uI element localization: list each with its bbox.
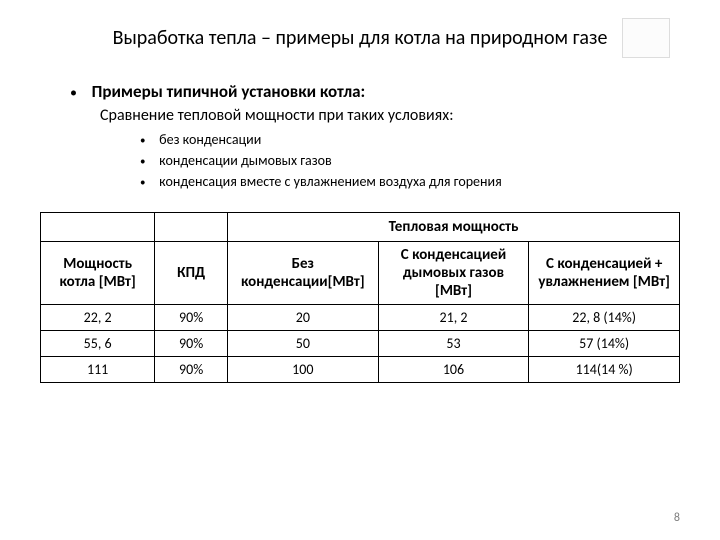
table-header-row: Мощность котла [МВт] КПД Без конденсации…: [41, 242, 680, 305]
sub-bullet-text: конденсации дымовых газов: [159, 152, 332, 169]
slide-title: Выработка тепла – примеры для котла на п…: [40, 25, 680, 51]
cell-c1: 20: [228, 305, 379, 331]
cell-kpd: 90%: [155, 305, 228, 331]
cell-c3: 114(14 %): [529, 357, 680, 383]
cell-power: 111: [41, 357, 155, 383]
sub-bullet-text: конденсация вместе с увлажнением воздуха…: [159, 173, 502, 190]
cell-c3: 57 (14%): [529, 331, 680, 357]
sub-bullet-text: без конденсации: [159, 131, 261, 148]
cell-c2: 21, 2: [378, 305, 529, 331]
bullet-dot: •: [140, 133, 156, 150]
cell-c1: 50: [228, 331, 379, 357]
col-header-power: Мощность котла [МВт]: [41, 242, 155, 305]
cell-kpd: 90%: [155, 331, 228, 357]
cell-c2: 106: [378, 357, 529, 383]
table-row: 111 90% 100 106 114(14 %): [41, 357, 680, 383]
table-group-header-row: Тепловая мощность: [41, 213, 680, 242]
subtitle-text: Сравнение тепловой мощности при таких ус…: [100, 106, 680, 125]
cell-c1: 100: [228, 357, 379, 383]
data-table: Тепловая мощность Мощность котла [МВт] К…: [40, 212, 680, 383]
main-bullet: • Примеры типичной установки котла:: [70, 81, 680, 102]
col-header-kpd: КПД: [155, 242, 228, 305]
table-row: 55, 6 90% 50 53 57 (14%): [41, 331, 680, 357]
empty-cell: [41, 213, 155, 242]
logo-placeholder: [622, 18, 670, 58]
cell-c3: 22, 8 (14%): [529, 305, 680, 331]
sub-bullet-item: • конденсация вместе с увлажнением возду…: [140, 171, 680, 192]
table-row: 22, 2 90% 20 21, 2 22, 8 (14%): [41, 305, 680, 331]
group-header-cell: Тепловая мощность: [228, 213, 680, 242]
bullet-dot: •: [70, 84, 88, 101]
page-number: 8: [674, 511, 680, 525]
main-bullet-text: Примеры типичной установки котла:: [92, 81, 366, 102]
bullet-dot: •: [140, 175, 156, 192]
col-header-c2: С конденсацией дымовых газов [МВт]: [378, 242, 529, 305]
cell-power: 55, 6: [41, 331, 155, 357]
bullet-dot: •: [140, 154, 156, 171]
sub-bullet-item: • конденсации дымовых газов: [140, 150, 680, 171]
cell-c2: 53: [378, 331, 529, 357]
sub-bullet-list: • без конденсации • конденсации дымовых …: [140, 129, 680, 192]
col-header-c3: С конденсацией + увлажнением [МВт]: [529, 242, 680, 305]
cell-kpd: 90%: [155, 357, 228, 383]
sub-bullet-item: • без конденсации: [140, 129, 680, 150]
cell-power: 22, 2: [41, 305, 155, 331]
empty-cell: [155, 213, 228, 242]
col-header-c1: Без конденсации[МВт]: [228, 242, 379, 305]
